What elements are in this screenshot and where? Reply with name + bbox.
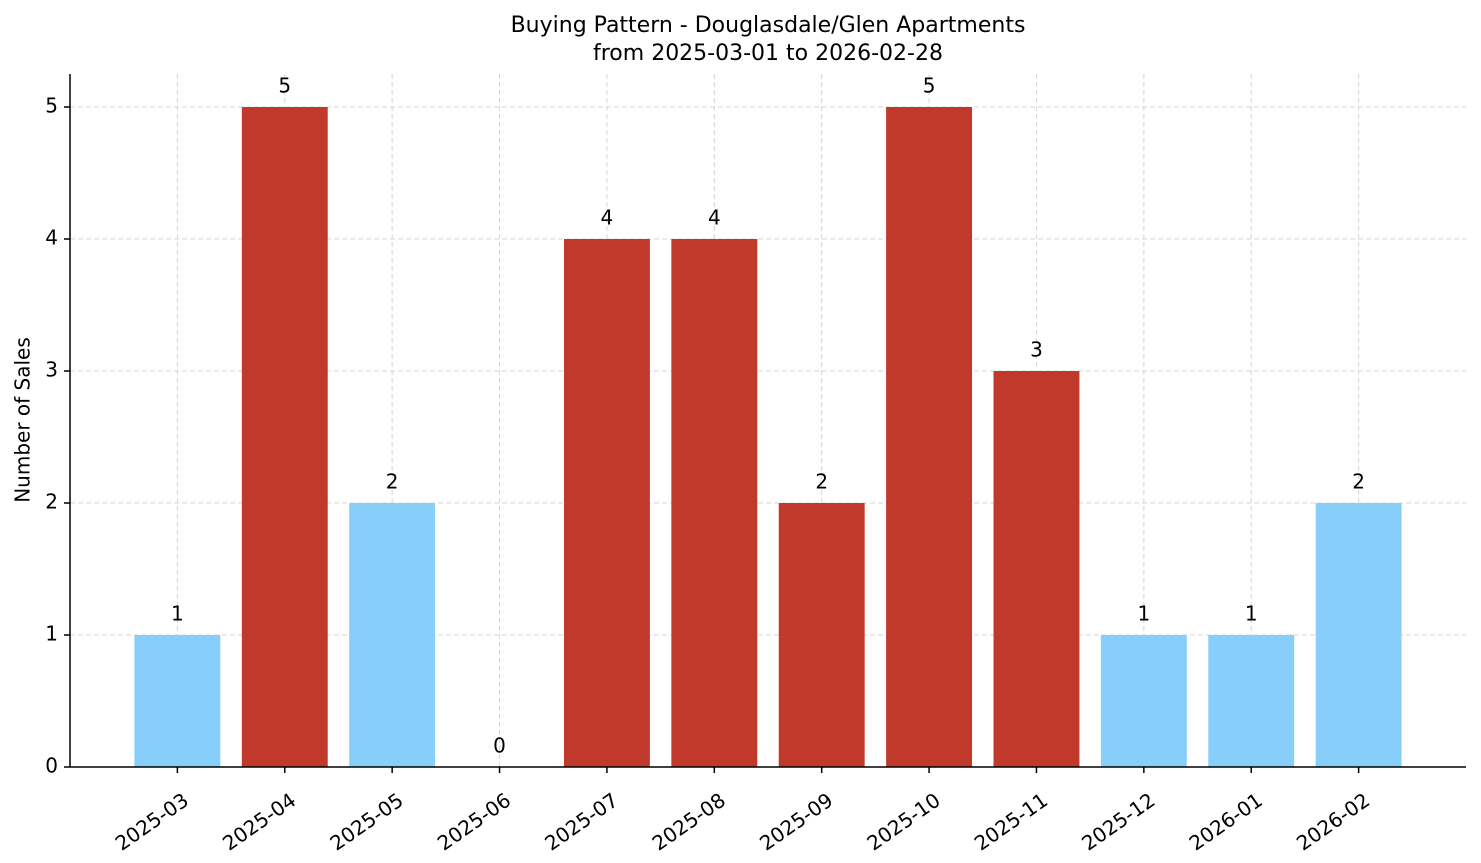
value-label: 5: [278, 74, 291, 98]
value-label: 2: [815, 470, 828, 494]
x-tick-label: 2025-07: [540, 788, 622, 856]
value-label: 3: [1030, 338, 1043, 362]
x-tick-label: 2025-12: [1077, 788, 1159, 856]
x-tick-label: 2025-03: [111, 788, 193, 856]
bar: [1315, 503, 1402, 767]
value-label: 4: [708, 206, 721, 230]
x-tick-label: 2025-09: [755, 788, 837, 856]
bar: [241, 107, 328, 767]
bar: [671, 239, 758, 767]
x-tick-label: 2025-11: [970, 788, 1052, 856]
value-label: 5: [923, 74, 936, 98]
value-label: 1: [1137, 602, 1150, 626]
bar: [1100, 635, 1187, 767]
x-tick-label: 2025-10: [862, 788, 944, 856]
bar: [134, 635, 221, 767]
value-label: 2: [1352, 470, 1365, 494]
y-tick-label: 0: [45, 754, 58, 778]
x-tick-label: 2026-02: [1292, 788, 1374, 856]
value-label: 0: [493, 734, 506, 758]
value-label: 1: [171, 602, 184, 626]
value-label: 2: [386, 470, 399, 494]
x-tick-label: 2026-01: [1185, 788, 1267, 856]
y-tick-label: 4: [45, 226, 58, 250]
y-axis-label: Number of Sales: [11, 337, 35, 503]
x-tick-label: 2025-06: [433, 788, 515, 856]
value-label: 1: [1245, 602, 1258, 626]
y-tick-label: 1: [45, 622, 58, 646]
y-tick-label: 3: [45, 358, 58, 382]
y-tick-label: 2: [45, 490, 58, 514]
bar: [563, 239, 650, 767]
bar: [349, 503, 436, 767]
chart-subtitle: from 2025-03-01 to 2026-02-28: [593, 41, 943, 66]
y-tick-label: 5: [45, 94, 58, 118]
bar: [886, 107, 973, 767]
bar: [1208, 635, 1295, 767]
x-tick-label: 2025-05: [326, 788, 408, 856]
bar: [993, 371, 1080, 767]
x-tick-label: 2025-04: [218, 788, 300, 856]
bar: [778, 503, 865, 767]
x-tick-label: 2025-08: [648, 788, 730, 856]
chart-title: Buying Pattern - Douglasdale/Glen Apartm…: [511, 13, 1026, 38]
value-label: 4: [601, 206, 614, 230]
